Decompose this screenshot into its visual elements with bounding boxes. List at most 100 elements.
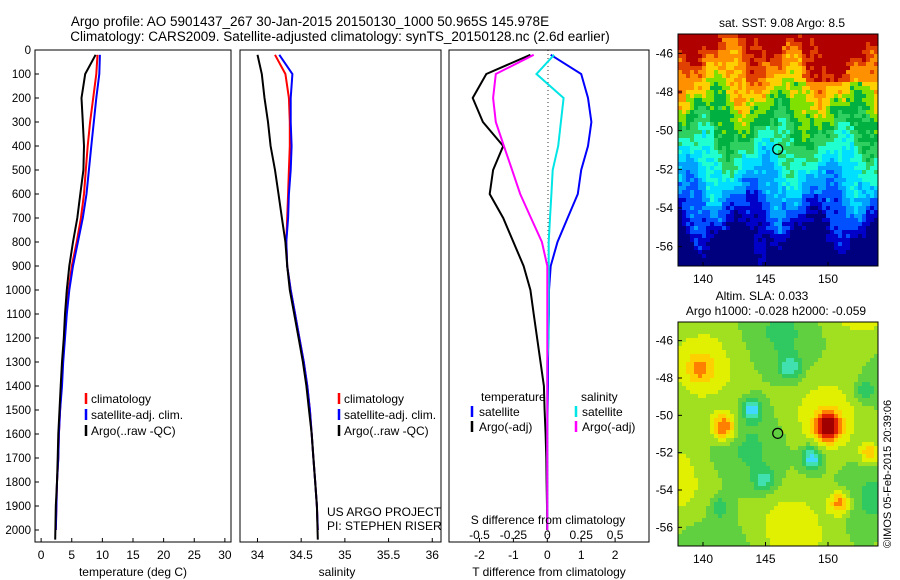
sla-map-frame bbox=[677, 321, 879, 547]
legend-label-satellite-adj: satellite-adj. clim. bbox=[91, 408, 183, 422]
sla-map-title-2: Argo h1000: -0.028 h2000: -0.059 bbox=[686, 304, 866, 318]
temperature-x-ticks: 0 5 10 15 20 25 30 bbox=[38, 538, 232, 562]
legend-label-argo-s: Argo(..raw -QC) bbox=[344, 424, 429, 438]
difference-series-group bbox=[471, 53, 593, 530]
sla-heatmap bbox=[678, 322, 878, 546]
temperature-x-label: temperature (deg C) bbox=[79, 565, 187, 579]
salinity-xtick-label-2: 35 bbox=[338, 548, 352, 562]
sla-lon-tick-label-2: 150 bbox=[818, 552, 838, 566]
sla-lon-tick-label-0: 140 bbox=[693, 552, 713, 566]
difference-top-tick-label-3: 0.25 bbox=[570, 528, 594, 542]
depth-tick-label-19: 1900 bbox=[5, 501, 31, 513]
difference-xtick-label-3: 1 bbox=[578, 548, 585, 562]
sla-argo-marker bbox=[772, 427, 784, 439]
difference-x-ticks: -2 -1 0 1 2 bbox=[474, 538, 619, 562]
temperature-panel: 0 5 10 15 20 25 30 0 100 200 300 400 500 600 700 800 90… bbox=[5, 45, 231, 579]
sst-map-frame bbox=[677, 33, 879, 267]
sst-lat-tick-label-2: -50 bbox=[656, 124, 674, 138]
difference-top-tick-label-0: -0.5 bbox=[469, 528, 490, 542]
sla-lat-tick-label-4: -54 bbox=[656, 483, 674, 497]
header-line-2: Climatology: CARS2009. Satellite-adjuste… bbox=[70, 29, 610, 44]
salinity-legend: climatology satellite-adj. clim. Argo(..… bbox=[337, 392, 436, 438]
salinity-x-ticks: 34 34.5 35 35.5 36 bbox=[251, 538, 439, 562]
legend-label-t-argo: Argo(-adj) bbox=[479, 420, 532, 434]
sla-lat-tick-label-0: -46 bbox=[656, 334, 674, 348]
temperature-plot-frame bbox=[34, 49, 232, 543]
salinity-xtick-label-0: 34 bbox=[251, 548, 265, 562]
depth-tick-label-6: 600 bbox=[12, 189, 31, 201]
sst-map-panel: sat. SST: 9.08 Argo: 8.5 140 145 150 -46 -48… bbox=[656, 16, 879, 286]
difference-xtick-label-4: 2 bbox=[612, 548, 619, 562]
temperature-xtick-label-1: 5 bbox=[68, 548, 75, 562]
depth-tick-label-12: 1200 bbox=[5, 333, 31, 345]
sla-map-title-1: Altim. SLA: 0.033 bbox=[716, 289, 809, 303]
depth-tick-label-0: 0 bbox=[25, 45, 31, 57]
depth-tick-label-17: 1700 bbox=[5, 453, 31, 465]
difference-legend: temperature salinity satellite Argo(-adj… bbox=[470, 390, 635, 434]
salinity-series-2 bbox=[256, 54, 319, 540]
difference-top-tick-label-4: 0.5 bbox=[607, 528, 624, 542]
salinity-plot-frame bbox=[239, 49, 442, 543]
sla-axis-ticks: 140 145 150 -46 -48 -50 -52 -54 -56 bbox=[656, 334, 839, 566]
sst-lon-tick-label-2: 150 bbox=[818, 272, 838, 286]
salinity-series-1 bbox=[278, 54, 319, 531]
depth-tick-label-3: 300 bbox=[12, 117, 31, 129]
depth-tick-label-10: 1000 bbox=[5, 285, 31, 297]
imos-stamp: ©IMOS 05-Feb-2015 20:39:06 bbox=[882, 400, 894, 548]
depth-tick-label-4: 400 bbox=[12, 141, 31, 153]
depth-tick-label-16: 1600 bbox=[5, 429, 31, 441]
project-annotation: US ARGO PROJECT bbox=[327, 505, 442, 519]
sst-lat-tick-label-3: -52 bbox=[656, 162, 674, 176]
header-line-1: Argo profile: AO 5901437_267 30-Jan-2015… bbox=[71, 14, 549, 29]
difference-top-ticks: -0.5 -0.25 0 0.25 0.5 bbox=[469, 528, 624, 542]
sla-lat-tick-label-1: -48 bbox=[656, 371, 674, 385]
sst-lat-tick-label-1: -48 bbox=[656, 85, 674, 99]
sla-map-panel: Altim. SLA: 0.033 Argo h1000: -0.028 h20… bbox=[656, 289, 879, 566]
t-difference-label: T difference from climatology bbox=[472, 565, 626, 579]
sst-lat-tick-label-0: -46 bbox=[656, 46, 674, 60]
sla-lat-tick-label-2: -50 bbox=[656, 408, 674, 422]
difference-plot-frame bbox=[448, 49, 650, 543]
difference-panel: -2 -1 0 1 2 -0.5 -0.25 0 0.25 0.5 T difference f… bbox=[448, 49, 650, 579]
legend-label-t-satellite: satellite bbox=[479, 405, 520, 419]
depth-tick-label-18: 1800 bbox=[5, 477, 31, 489]
temperature-legend: climatology satellite-adj. clim. Argo(..… bbox=[84, 392, 183, 438]
temperature-xtick-label-6: 30 bbox=[218, 548, 232, 562]
depth-tick-label-8: 800 bbox=[12, 237, 31, 249]
temperature-series-1 bbox=[54, 54, 101, 531]
temperature-series-group bbox=[54, 54, 101, 540]
legend-label-climatology: climatology bbox=[91, 392, 151, 406]
difference-xtick-label-1: -1 bbox=[508, 548, 519, 562]
difference-series-1 bbox=[471, 53, 548, 530]
difference-xtick-label-0: -2 bbox=[474, 548, 485, 562]
salinity-series-0 bbox=[274, 54, 319, 531]
sla-lat-tick-label-5: -56 bbox=[656, 520, 674, 534]
pi-annotation: PI: STEPHEN RISER bbox=[327, 519, 442, 533]
depth-tick-label-11: 1100 bbox=[6, 309, 31, 321]
depth-tick-label-1: 100 bbox=[12, 69, 31, 81]
depth-tick-label-9: 900 bbox=[12, 261, 31, 273]
salinity-x-label: salinity bbox=[319, 565, 356, 579]
depth-y-ticks: 0 100 200 300 400 500 600 700 800 900 1000 1100 1200… bbox=[5, 45, 39, 537]
temperature-xtick-label-3: 15 bbox=[126, 548, 140, 562]
salinity-panel: 34 34.5 35 35.5 36 salinity climatology sate… bbox=[239, 49, 442, 579]
temperature-xtick-label-0: 0 bbox=[38, 548, 45, 562]
legend-label-s-satellite: satellite bbox=[582, 405, 623, 419]
depth-tick-label-14: 1400 bbox=[5, 381, 31, 393]
temperature-xtick-label-2: 10 bbox=[96, 548, 110, 562]
sst-map-title: sat. SST: 9.08 Argo: 8.5 bbox=[719, 16, 845, 30]
temperature-series-0 bbox=[54, 54, 99, 531]
sst-heatmap bbox=[678, 34, 878, 266]
difference-series-0 bbox=[546, 53, 593, 530]
depth-tick-label-2: 200 bbox=[12, 93, 31, 105]
salinity-xtick-label-1: 34.5 bbox=[289, 548, 313, 562]
sst-lon-tick-label-1: 145 bbox=[755, 272, 775, 286]
depth-tick-label-15: 1500 bbox=[5, 405, 31, 417]
legend-label-argo: Argo(..raw -QC) bbox=[91, 424, 176, 438]
depth-tick-label-13: 1300 bbox=[5, 357, 31, 369]
difference-series-2 bbox=[535, 54, 565, 530]
difference-top-tick-label-1: -0.25 bbox=[500, 528, 528, 542]
sla-lon-tick-label-1: 145 bbox=[755, 552, 775, 566]
legend-header-temperature: temperature bbox=[481, 390, 546, 404]
legend-label-satellite-adj-s: satellite-adj. clim. bbox=[344, 408, 436, 422]
